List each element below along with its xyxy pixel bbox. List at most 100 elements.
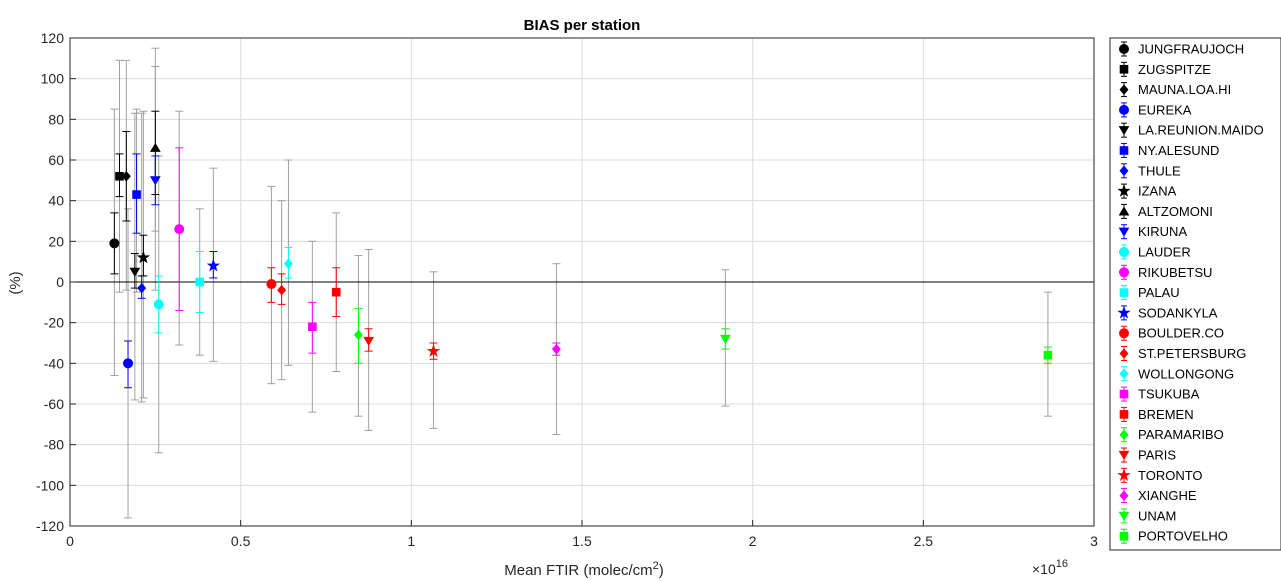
spread-bars	[110, 47, 1052, 519]
point-boulder-co	[266, 279, 277, 290]
legend-marker	[1119, 490, 1129, 501]
point-jungfraujoch	[109, 238, 120, 249]
error-bars	[110, 110, 1052, 389]
point-thule	[137, 282, 147, 294]
legend-item-rikubetsu: RIKUBETSU	[1119, 264, 1212, 280]
legend-marker	[1119, 348, 1129, 359]
legend-item-bremen: BREMEN	[1119, 406, 1194, 422]
point-toronto	[426, 344, 441, 357]
legend-item-eureka: EUREKA	[1119, 102, 1192, 118]
legend-label: ST.PETERSBURG	[1138, 346, 1246, 361]
legend-label: PALAU	[1138, 285, 1180, 300]
legend-item-st-petersburg: ST.PETERSBURG	[1119, 346, 1246, 361]
point-st-petersburg	[277, 284, 287, 296]
legend-item-unam: UNAM	[1118, 508, 1176, 524]
x-axis-label-end: )	[659, 562, 664, 579]
legend-item-toronto: TORONTO	[1117, 467, 1203, 483]
legend-marker	[1119, 267, 1129, 278]
point-palau	[195, 277, 205, 287]
legend-label: THULE	[1138, 163, 1181, 178]
y-tick-label: -100	[36, 477, 64, 493]
point-paramaribo	[353, 329, 363, 341]
legend-label: IZANA	[1138, 184, 1177, 199]
point-ny-alesund	[132, 190, 141, 199]
y-tick-label: -120	[36, 518, 64, 534]
legend-marker	[1118, 206, 1130, 216]
y-tick-label: -40	[44, 355, 64, 371]
x-tick-label: 1	[407, 533, 415, 549]
legend-item-xianghe: XIANGHE	[1119, 488, 1197, 504]
y-tick-label: 80	[48, 111, 64, 127]
point-portovelho	[1043, 350, 1053, 360]
legend-item-la-reunion-maido: LA.REUNION.MAIDO	[1118, 122, 1264, 138]
point-kiruna	[149, 176, 161, 186]
legend-box	[1109, 37, 1281, 551]
legend-item-sodankyla: SODANKYLA	[1117, 305, 1218, 321]
x-axis-label: Mean FTIR (molec/cm2)	[504, 560, 663, 579]
legend-item-boulder-co: BOULDER.CO	[1119, 325, 1224, 341]
legend-marker	[1119, 44, 1129, 54]
legend-marker	[1119, 389, 1129, 399]
y-tick-label: 100	[41, 71, 65, 87]
legend-marker	[1118, 511, 1130, 521]
x-tick-label: 3	[1090, 533, 1098, 549]
x-axis-exponent-power: 16	[1056, 558, 1068, 570]
legend-label: PARIS	[1138, 448, 1176, 463]
legend-label: SODANKYLA	[1138, 305, 1218, 320]
x-tick-label: 2	[749, 533, 757, 549]
x-tick-label: 0	[66, 533, 74, 549]
legend-label: PORTOVELHO	[1138, 529, 1228, 544]
y-tick-label: 120	[41, 30, 65, 46]
legend-item-portovelho: PORTOVELHO	[1119, 528, 1228, 544]
x-tick-label: 0.5	[231, 533, 251, 549]
point-lauder	[153, 299, 164, 310]
point-la-reunion-maido	[129, 267, 141, 277]
point-unam	[719, 334, 731, 344]
y-axis-label: (%)	[7, 271, 24, 294]
legend-marker	[1119, 328, 1129, 339]
legend-marker	[1117, 184, 1131, 197]
legend-marker	[1119, 410, 1129, 419]
point-rikubetsu	[174, 224, 185, 235]
y-tick-label: 60	[48, 152, 64, 168]
point-wollongong	[283, 258, 293, 269]
x-tick-label: 2.5	[914, 533, 934, 549]
legend-item-paramaribo: PARAMARIBO	[1119, 427, 1224, 443]
legend-label: TORONTO	[1138, 468, 1203, 483]
legend-label: XIANGHE	[1138, 488, 1197, 503]
legend-item-palau: PALAU	[1119, 285, 1180, 301]
legend-marker	[1119, 165, 1129, 177]
y-axis-ticks: 120 100 80 60 40 20 0 -20 -40 -60 -80 -100 -120	[36, 30, 76, 534]
legend-item-ny-alesund: NY.ALESUND	[1119, 143, 1219, 158]
y-tick-label: -20	[44, 315, 64, 331]
legend-label: TSUKUBA	[1138, 387, 1200, 402]
legend-item-lauder: LAUDER	[1119, 244, 1191, 260]
legend-label: RIKUBETSU	[1138, 265, 1212, 280]
legend-item-kiruna: KIRUNA	[1118, 224, 1187, 240]
legend-marker	[1119, 429, 1129, 440]
legend-label: ZUGSPITZE	[1138, 62, 1211, 77]
legend-item-izana: IZANA	[1117, 183, 1177, 199]
legend-label: JUNGFRAUJOCH	[1138, 42, 1244, 57]
legend-item-altzomoni: ALTZOMONI	[1118, 203, 1213, 219]
legend-label: KIRUNA	[1138, 224, 1187, 239]
point-eureka	[123, 358, 134, 369]
point-izana	[136, 250, 151, 264]
chart-title: BIAS per station	[524, 17, 641, 34]
legend-marker	[1119, 288, 1129, 297]
point-paris	[363, 336, 375, 347]
legend-label: PARAMARIBO	[1138, 427, 1224, 442]
legend-label: BREMEN	[1138, 407, 1194, 422]
legend-item-paris: PARIS	[1118, 447, 1176, 463]
legend-item-wollongong: WOLLONGONG	[1119, 366, 1234, 382]
y-tick-label: 20	[48, 233, 64, 249]
legend-label: EUREKA	[1138, 102, 1192, 117]
legend-label: BOULDER.CO	[1138, 326, 1224, 341]
point-bremen	[331, 287, 341, 297]
legend: JUNGFRAUJOCH ZUGSPITZE MAUNA.LOA.HI EUREKA L…	[1109, 37, 1281, 551]
legend-marker	[1119, 368, 1129, 380]
legend-item-zugspitze: ZUGSPITZE	[1119, 61, 1211, 77]
point-mauna-loa-hi	[121, 170, 131, 182]
y-tick-label: -80	[44, 437, 64, 453]
legend-label: ALTZOMONI	[1138, 204, 1213, 219]
